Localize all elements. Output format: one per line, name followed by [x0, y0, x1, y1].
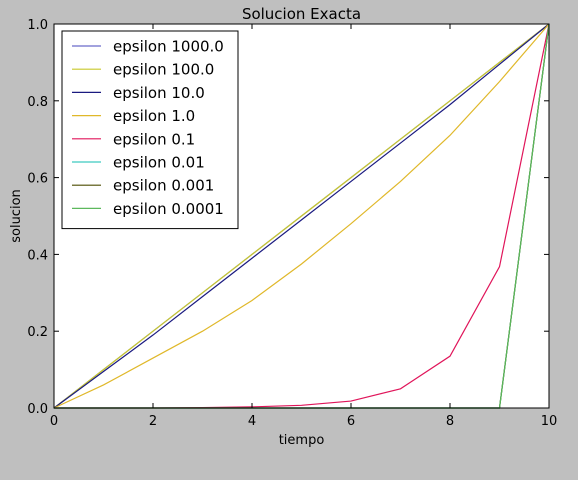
y-axis-label: solucion	[9, 189, 24, 243]
y-tick-label: 0.6	[27, 172, 48, 187]
y-tick-label: 1.0	[27, 18, 48, 33]
legend-label: epsilon 0.0001	[113, 200, 224, 218]
legend-label: epsilon 1.0	[113, 107, 195, 125]
legend-label: epsilon 100.0	[113, 61, 214, 79]
y-tick-label: 0.2	[27, 325, 48, 340]
y-tick-label: 0.4	[27, 248, 48, 263]
y-tick-label: 0.8	[27, 95, 48, 110]
x-axis-label: tiempo	[279, 433, 325, 448]
legend: epsilon 1000.0 epsilon 100.0 epsilon 10.0 e…	[61, 30, 239, 230]
x-tick-label: 10	[541, 414, 558, 429]
x-tick-label: 4	[248, 414, 256, 429]
x-tick-label: 8	[446, 414, 454, 429]
chart-title: Solucion Exacta	[242, 5, 361, 23]
x-tick-label: 0	[50, 414, 58, 429]
legend-label: epsilon 1000.0	[113, 38, 224, 56]
x-tick-label: 6	[347, 414, 355, 429]
series-line-2	[53, 23, 550, 409]
series-line-3	[53, 23, 550, 409]
legend-label: epsilon 10.0	[113, 84, 205, 102]
legend-label: epsilon 0.01	[113, 154, 205, 172]
legend-label: epsilon 0.1	[113, 130, 195, 148]
y-tick-label: 0.0	[27, 402, 48, 417]
legend-label: epsilon 0.001	[113, 177, 214, 195]
x-tick-label: 2	[149, 414, 157, 429]
plot-frame	[53, 23, 550, 409]
series-line-1	[53, 23, 550, 409]
legend-box	[61, 30, 239, 230]
